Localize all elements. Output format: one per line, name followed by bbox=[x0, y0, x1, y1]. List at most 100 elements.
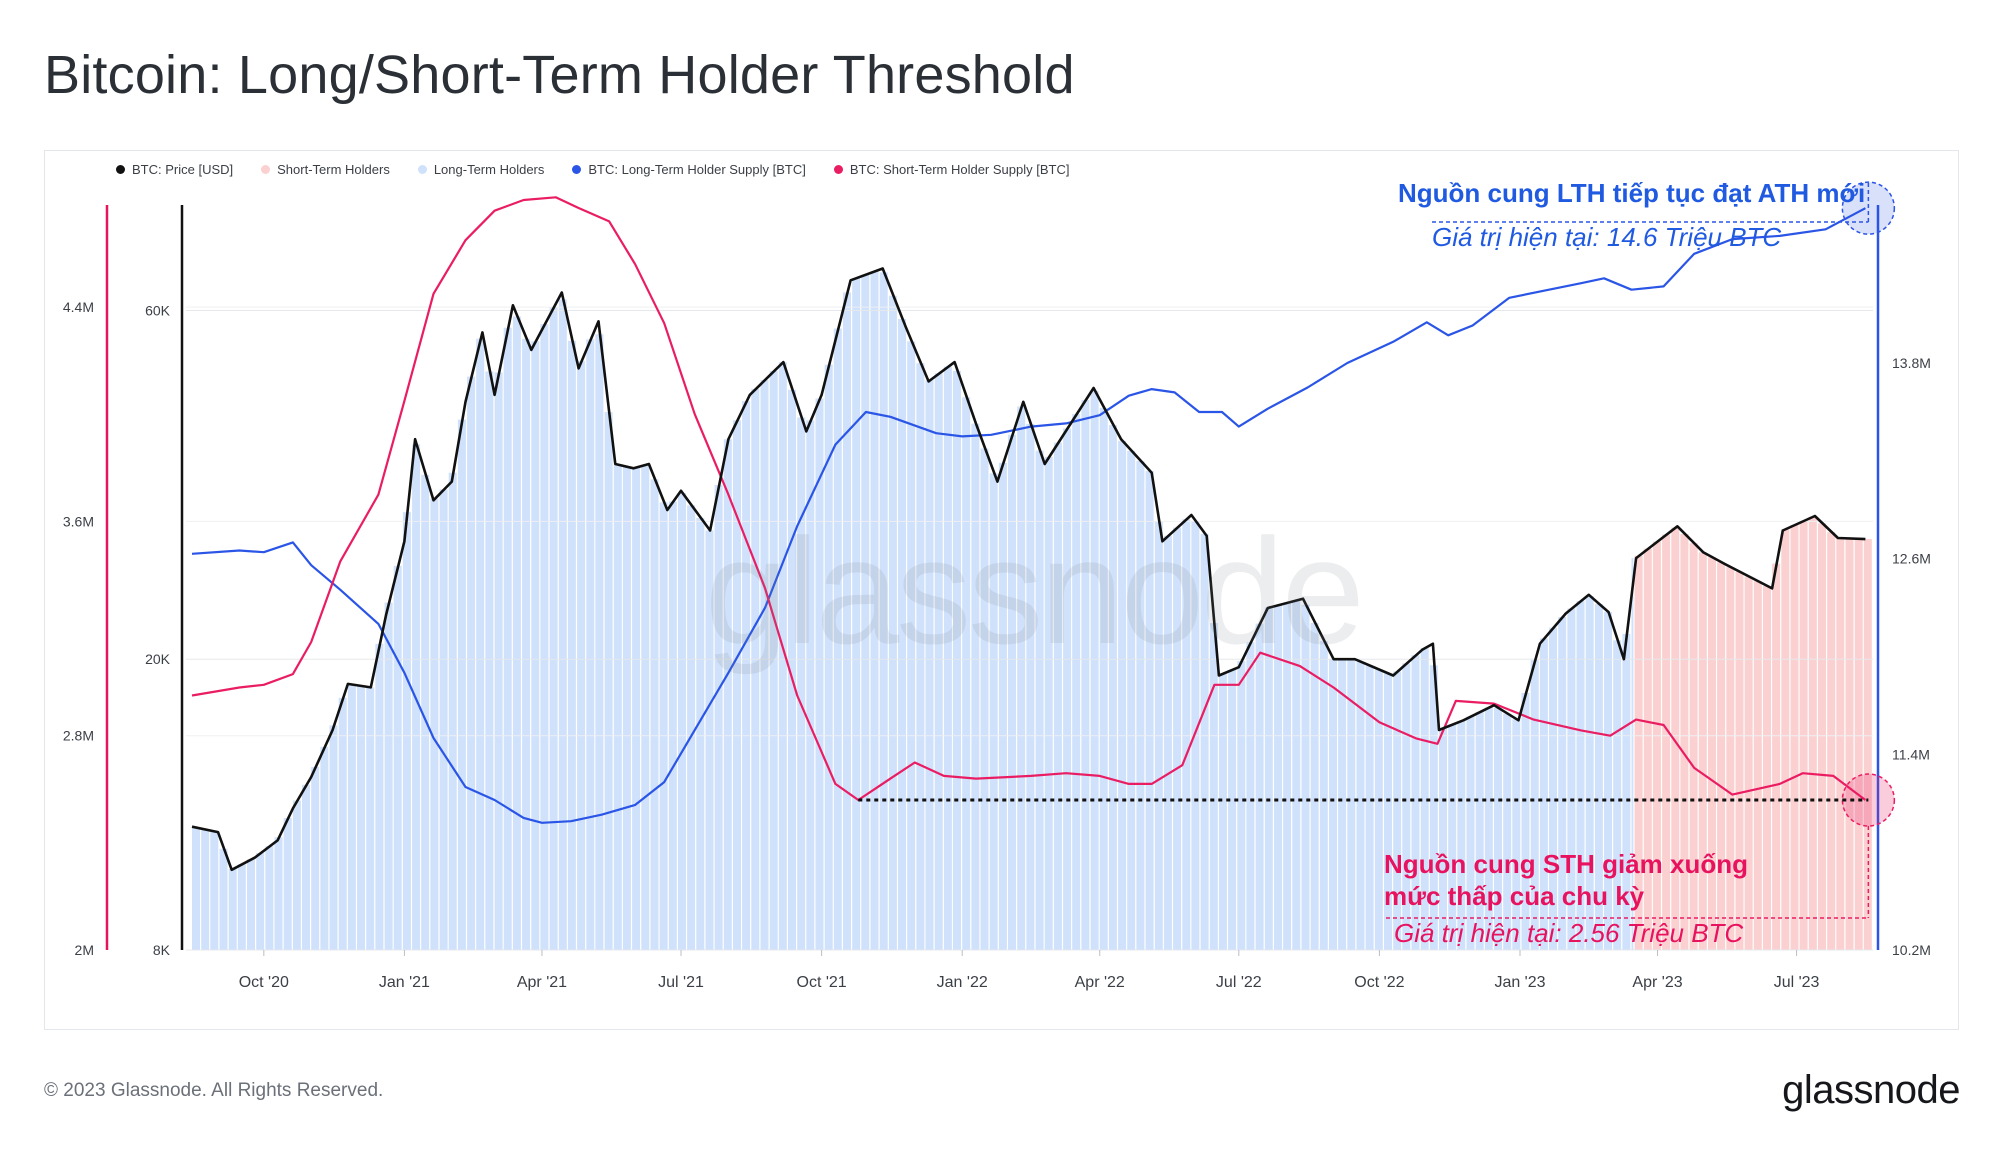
fill-bar bbox=[962, 397, 971, 950]
fill-bar bbox=[1429, 665, 1438, 950]
fill-bar bbox=[1026, 424, 1035, 950]
fill-bar bbox=[1274, 605, 1282, 950]
fill-bar bbox=[925, 380, 934, 950]
legend-item[interactable]: BTC: Short-Term Holder Supply [BTC] bbox=[833, 162, 1069, 177]
fill-bar bbox=[1017, 406, 1026, 950]
fill-bar bbox=[870, 271, 879, 950]
x-tick-label: Jul '22 bbox=[1216, 974, 1262, 991]
fill-bar bbox=[256, 853, 265, 950]
fill-bar bbox=[1136, 461, 1145, 950]
fill-bar bbox=[778, 362, 787, 951]
lth-tick-label: 11.4M bbox=[1892, 746, 1930, 762]
fill-bar bbox=[375, 643, 384, 950]
legend-swatch bbox=[417, 165, 427, 174]
lth-tick-label: 10.2M bbox=[1892, 942, 1931, 958]
series-line-lth bbox=[191, 207, 1866, 824]
fill-bar bbox=[1539, 638, 1548, 950]
legend-item[interactable]: BTC: Long-Term Holder Supply [BTC] bbox=[572, 162, 806, 177]
sth-annotation-value: Giá trị hiện tại: 2.56 Triệu BTC bbox=[1394, 918, 1744, 948]
fill-bar bbox=[907, 341, 916, 950]
lth-annotation-headline: Nguồn cung LTH tiếp tục đạt ATH mới bbox=[1398, 178, 1866, 208]
fill-bar bbox=[1680, 534, 1689, 950]
fill-bar bbox=[494, 372, 503, 950]
annotation-markers bbox=[858, 181, 1896, 919]
legend-label: BTC: Price [USD] bbox=[132, 162, 234, 177]
fill-bar bbox=[1521, 692, 1530, 950]
fill-bar bbox=[265, 846, 274, 950]
fill-bar bbox=[998, 462, 1007, 950]
fill-bar bbox=[1237, 661, 1246, 950]
fill-bar bbox=[622, 466, 631, 950]
fill-bar bbox=[283, 818, 292, 950]
fill-bar bbox=[1594, 604, 1603, 950]
price-tick-label: 20K bbox=[145, 651, 171, 667]
fill-bar bbox=[1735, 571, 1744, 950]
fill-bar bbox=[1329, 659, 1337, 950]
fill-bar bbox=[567, 340, 576, 950]
fill-bar bbox=[1099, 407, 1108, 950]
fill-bar bbox=[302, 784, 310, 950]
fill-bar bbox=[806, 420, 815, 950]
legend-item[interactable]: BTC: Price [USD] bbox=[116, 162, 233, 177]
fill-bar bbox=[485, 371, 494, 950]
gridlines bbox=[186, 306, 1873, 951]
fill-bar bbox=[1356, 661, 1365, 950]
fill-bar bbox=[1494, 708, 1502, 950]
fill-bar bbox=[898, 319, 906, 950]
fill-bar bbox=[668, 501, 677, 950]
fill-bar bbox=[1662, 534, 1671, 950]
fill-bar bbox=[1698, 552, 1707, 950]
fill-bar bbox=[1549, 627, 1557, 950]
fill-bar bbox=[678, 492, 686, 950]
fill-bar bbox=[247, 859, 255, 950]
fill-bar bbox=[687, 505, 696, 950]
legend-swatch bbox=[261, 165, 271, 174]
fill-bar bbox=[1827, 532, 1836, 950]
fill-bar bbox=[1182, 519, 1191, 950]
fill-bar bbox=[357, 686, 365, 950]
fill-bar bbox=[861, 274, 870, 950]
fill-bar bbox=[797, 417, 806, 950]
fill-bar bbox=[1643, 548, 1652, 950]
fill-bar bbox=[586, 339, 595, 950]
glassnode-logo[interactable]: glassnode bbox=[1782, 1068, 1960, 1112]
sth-headline-line-1: Nguồn cung STH giảm xuống bbox=[1384, 849, 1748, 879]
fill-bar bbox=[1808, 516, 1817, 950]
fill-bar bbox=[402, 512, 411, 950]
fill-bar bbox=[733, 420, 741, 950]
legend-item[interactable]: Long-Term Holders bbox=[417, 162, 544, 177]
fill-bar bbox=[659, 502, 668, 950]
fill-bar bbox=[430, 498, 439, 950]
x-tick-label: Apr '22 bbox=[1075, 974, 1125, 991]
fill-long-term-holders bbox=[192, 271, 1634, 951]
axes: 2M 2.8M 3.6M 4.4M 8K 20K 60K 10.2M 11.4M 12.6M 13.… bbox=[63, 205, 1931, 991]
series-line-sth bbox=[191, 196, 1867, 802]
fill-bar bbox=[558, 299, 567, 950]
fill-bar bbox=[751, 388, 760, 950]
fill-bar bbox=[1319, 641, 1328, 950]
fill-bar bbox=[1053, 442, 1062, 950]
fill-bar bbox=[824, 364, 833, 950]
fill-bar bbox=[1292, 600, 1301, 950]
fill-bar bbox=[1503, 713, 1512, 950]
fill-bar bbox=[1063, 428, 1072, 950]
fill-bar bbox=[503, 327, 512, 950]
lth-tick-label: 13.8M bbox=[1892, 355, 1931, 371]
fill-bar bbox=[723, 439, 732, 950]
fill-bar bbox=[1347, 659, 1356, 950]
legend-item[interactable]: Short-Term Holders bbox=[261, 162, 390, 177]
chart-legend: BTC: Price [USD] Short-Term Holders Long-T… bbox=[116, 162, 1069, 177]
fill-bar bbox=[980, 448, 989, 950]
fill-bar bbox=[1264, 607, 1273, 950]
fill-bar bbox=[1384, 673, 1392, 950]
fill-bar bbox=[522, 338, 531, 950]
fill-short-term-holders bbox=[1634, 516, 1872, 950]
fill-bar bbox=[943, 366, 952, 951]
fill-bar bbox=[1652, 541, 1661, 950]
fill-bar bbox=[696, 518, 705, 950]
fill-bar bbox=[1209, 623, 1218, 950]
x-tick-label: Apr '23 bbox=[1632, 974, 1682, 991]
fill-bar bbox=[1744, 576, 1753, 950]
fill-bar bbox=[1634, 555, 1643, 950]
fill-bar bbox=[1512, 719, 1521, 950]
